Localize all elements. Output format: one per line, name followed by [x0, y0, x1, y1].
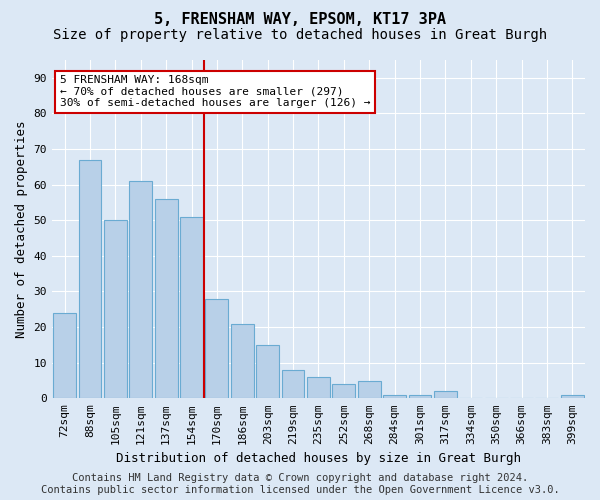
Bar: [180, 216, 203, 398]
Bar: [231, 324, 254, 398]
Bar: [205, 298, 229, 398]
X-axis label: Distribution of detached houses by size in Great Burgh: Distribution of detached houses by size …: [116, 452, 521, 465]
Bar: [281, 370, 304, 398]
Bar: [332, 384, 355, 398]
Bar: [307, 377, 330, 398]
Bar: [256, 345, 279, 399]
Bar: [409, 394, 431, 398]
Bar: [383, 394, 406, 398]
Text: 5 FRENSHAM WAY: 168sqm
← 70% of detached houses are smaller (297)
30% of semi-de: 5 FRENSHAM WAY: 168sqm ← 70% of detached…: [60, 75, 370, 108]
Bar: [104, 220, 127, 398]
Bar: [358, 380, 380, 398]
Bar: [155, 199, 178, 398]
Y-axis label: Number of detached properties: Number of detached properties: [15, 120, 28, 338]
Text: 5, FRENSHAM WAY, EPSOM, KT17 3PA: 5, FRENSHAM WAY, EPSOM, KT17 3PA: [154, 12, 446, 28]
Text: Size of property relative to detached houses in Great Burgh: Size of property relative to detached ho…: [53, 28, 547, 42]
Bar: [79, 160, 101, 398]
Bar: [561, 394, 584, 398]
Bar: [434, 391, 457, 398]
Text: Contains HM Land Registry data © Crown copyright and database right 2024.
Contai: Contains HM Land Registry data © Crown c…: [41, 474, 559, 495]
Bar: [130, 181, 152, 398]
Bar: [53, 313, 76, 398]
